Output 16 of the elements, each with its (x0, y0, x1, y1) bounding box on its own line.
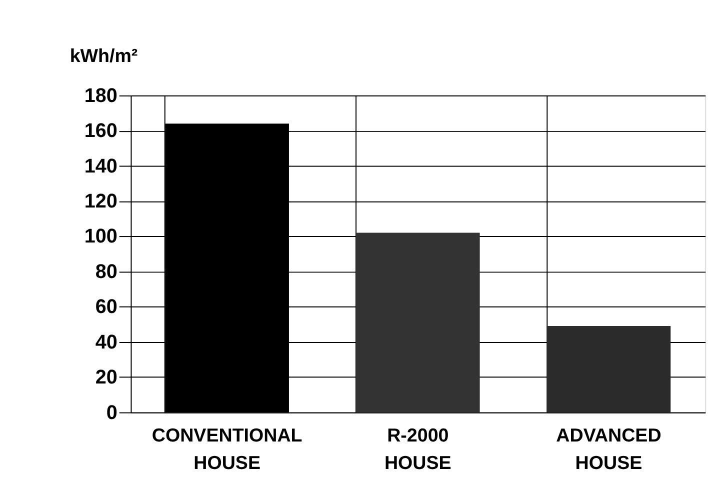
y-axis-title: kWh/m² (70, 45, 138, 66)
y-tick-label: 180 (84, 84, 118, 107)
y-tick-label: 120 (84, 190, 118, 212)
y-tick-label: 60 (95, 296, 118, 318)
y-tick-label: 0 (106, 402, 118, 424)
y-tick-label: 80 (95, 260, 118, 283)
bar (546, 326, 671, 412)
bar (356, 232, 480, 412)
y-tick-label: 20 (95, 366, 118, 389)
y-tick-label: 160 (84, 120, 118, 142)
y-tick-label: 140 (84, 155, 118, 178)
x-tick-label: R-2000 HOUSE (384, 424, 452, 474)
x-tick-label: CONVENTIONAL HOUSE (152, 424, 302, 474)
y-tick-label: 100 (84, 226, 118, 248)
x-tick-label: ADVANCED HOUSE (556, 424, 662, 474)
y-tick-label: 40 (95, 331, 118, 354)
